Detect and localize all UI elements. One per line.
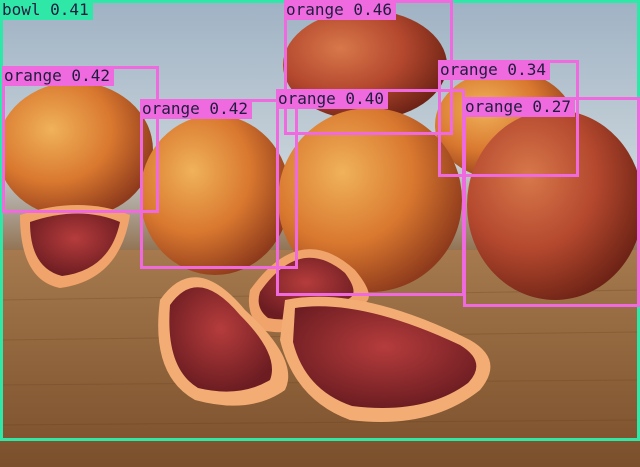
- detection-box-orange: orange 0.27: [463, 97, 640, 307]
- detection-box-orange: orange 0.34: [438, 60, 579, 177]
- detection-label: bowl 0.41: [0, 0, 93, 20]
- detection-label: orange 0.34: [438, 60, 550, 80]
- detection-box-orange: orange 0.42: [140, 99, 298, 269]
- detection-label: orange 0.46: [284, 0, 396, 20]
- detection-box-orange: orange 0.40: [276, 89, 465, 296]
- detection-label: orange 0.27: [463, 97, 575, 117]
- detection-label: orange 0.40: [276, 89, 388, 109]
- detection-box-orange: orange 0.42: [2, 66, 159, 213]
- detection-label: orange 0.42: [140, 99, 252, 119]
- detection-label: orange 0.42: [2, 66, 114, 86]
